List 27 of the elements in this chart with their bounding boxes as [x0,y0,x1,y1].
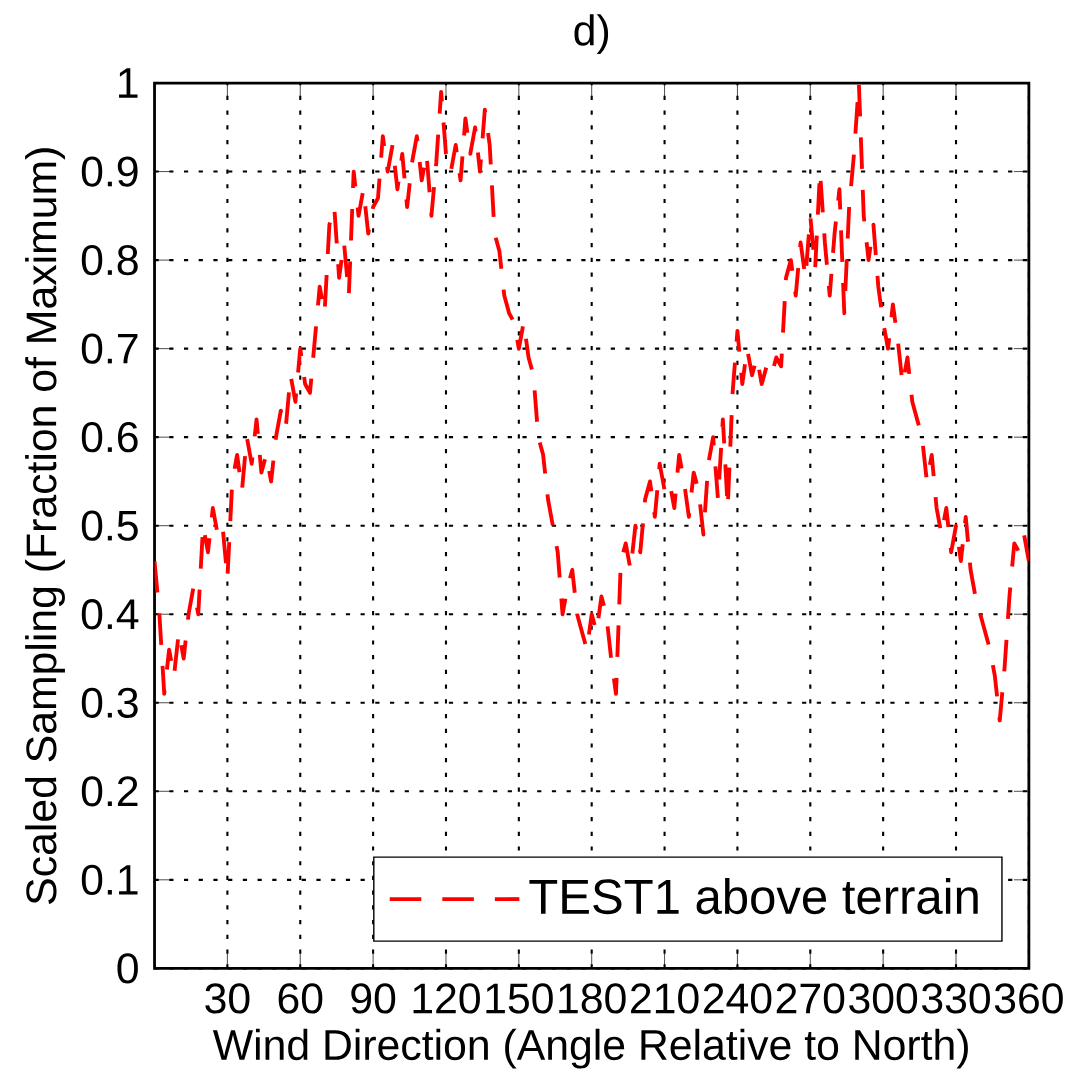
y-tick-label: 1 [119,68,138,98]
x-tick-label: 300 [849,983,918,1014]
x-tick-label: 270 [776,983,845,1014]
y-tick-label: 0.3 [81,687,138,718]
y-tick-label: 0.1 [81,864,138,895]
x-tick-label: 90 [351,983,396,1014]
y-tick-label: 0.7 [81,333,138,364]
x-tick-label: 120 [413,983,481,1014]
y-tick-label: 0.4 [81,599,139,630]
y-tick-label: 0.2 [81,776,138,807]
chart-title: d) [574,14,609,55]
x-tick-label: 30 [205,983,250,1014]
y-tick-label: 0.5 [81,510,138,541]
x-tick-label: 240 [704,983,772,1014]
y-axis-title: Scaled Sampling (Fraction of Maximum) [25,148,66,904]
y-tick-label: 0.8 [81,244,138,276]
x-tick-label: 150 [486,983,553,1014]
y-tick-label: 0 [117,953,139,984]
x-axis-title: Wind Direction (Angle Relative to North) [213,1028,968,1069]
x-tick-label: 180 [559,983,626,1014]
x-tick-label: 330 [922,983,991,1014]
legend-label: TEST1 above terrain [529,878,978,915]
y-tick-label: 0.6 [81,422,138,453]
x-tick-label: 210 [631,983,699,1014]
x-tick-label: 60 [278,983,323,1014]
y-tick-label: 0.9 [81,156,138,187]
x-tick-label: 360 [994,983,1063,1014]
